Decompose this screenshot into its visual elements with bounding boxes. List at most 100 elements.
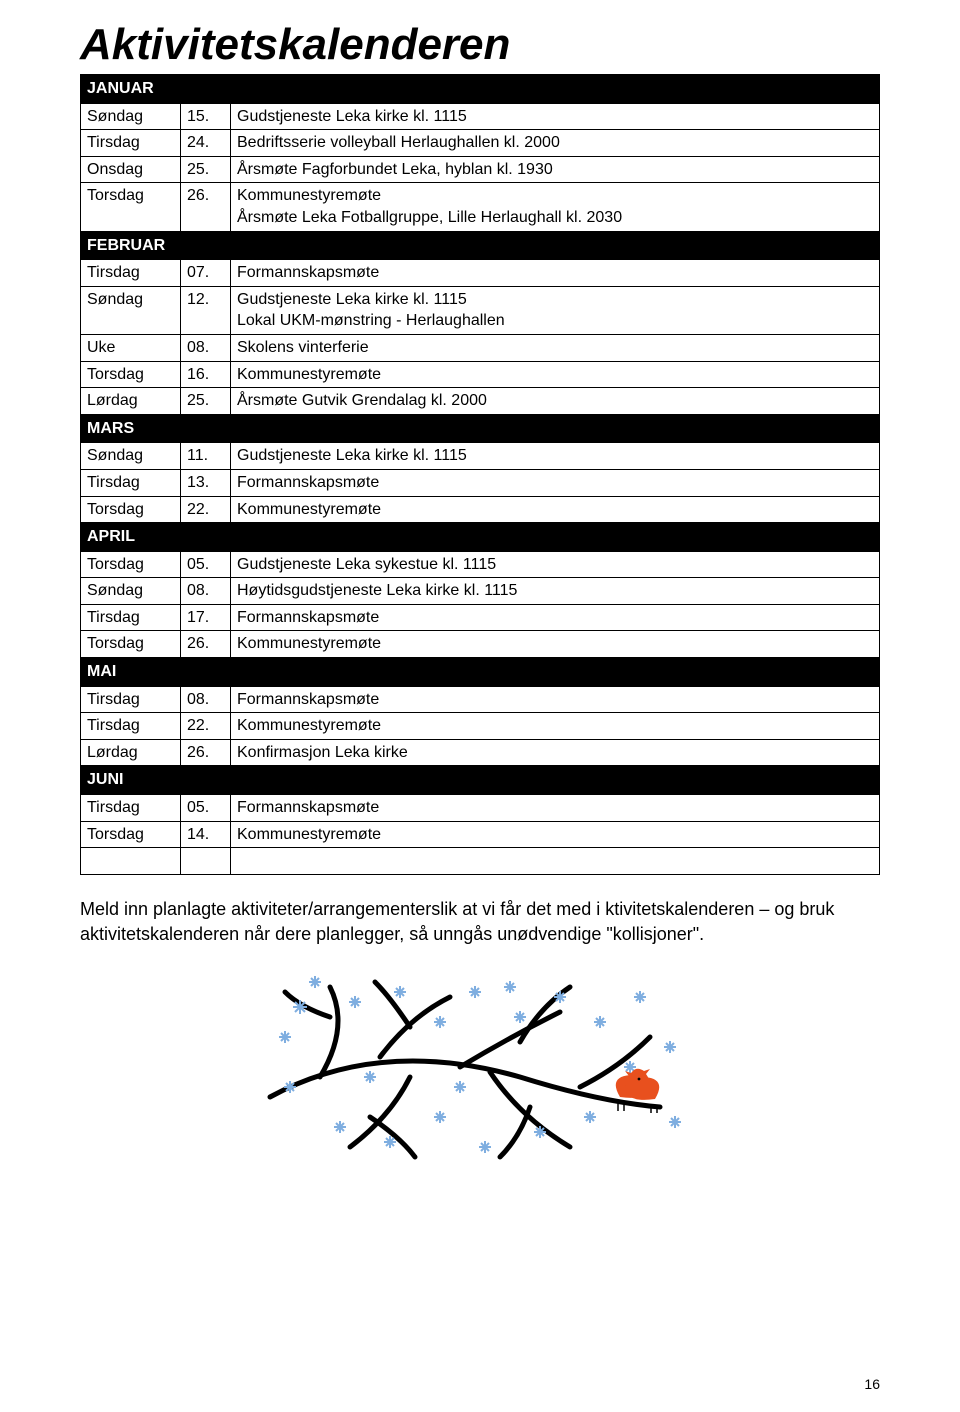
cell-date: 24. <box>181 130 231 157</box>
month-header: JANUAR <box>81 75 880 104</box>
cell-desc: Konfirmasjon Leka kirke <box>231 739 880 766</box>
cell-desc: Årsmøte Fagforbundet Leka, hyblan kl. 19… <box>231 156 880 183</box>
table-row: Tirsdag05.Formannskapsmøte <box>81 795 880 822</box>
table-row: Tirsdag22.Kommunestyremøte <box>81 713 880 740</box>
cell-date: 25. <box>181 156 231 183</box>
table-row: Tirsdag08.Formannskapsmøte <box>81 686 880 713</box>
table-row: Søndag15.Gudstjeneste Leka kirke kl. 111… <box>81 103 880 130</box>
cell-date: 05. <box>181 551 231 578</box>
cell-desc: Gudstjeneste Leka kirke kl. 1115 <box>231 103 880 130</box>
cell-date: 12. <box>181 286 231 334</box>
cell-day: Tirsdag <box>81 713 181 740</box>
cell-date: 22. <box>181 496 231 523</box>
table-row: Torsdag22.Kommunestyremøte <box>81 496 880 523</box>
cell-date: 08. <box>181 334 231 361</box>
cell-desc: Kommunestyremøte <box>231 361 880 388</box>
cell-date: 15. <box>181 103 231 130</box>
cell-date: 05. <box>181 795 231 822</box>
cell-day: Torsdag <box>81 496 181 523</box>
table-row: Søndag08.Høytidsgudstjeneste Leka kirke … <box>81 578 880 605</box>
cell-date: 26. <box>181 183 231 231</box>
cell-day: Uke <box>81 334 181 361</box>
cell-date: 08. <box>181 578 231 605</box>
table-row: Søndag12.Gudstjeneste Leka kirke kl. 111… <box>81 286 880 334</box>
cell-desc: KommunestyremøteÅrsmøte Leka Fotballgrup… <box>231 183 880 231</box>
cell-desc <box>231 848 880 875</box>
cell-desc: Kommunestyremøte <box>231 496 880 523</box>
cell-date: 16. <box>181 361 231 388</box>
cell-day: Søndag <box>81 443 181 470</box>
table-row: Torsdag05.Gudstjeneste Leka sykestue kl.… <box>81 551 880 578</box>
table-row: Onsdag25.Årsmøte Fagforbundet Leka, hybl… <box>81 156 880 183</box>
month-name: MARS <box>81 414 880 443</box>
cell-day: Onsdag <box>81 156 181 183</box>
cell-date: 14. <box>181 821 231 848</box>
table-row: Tirsdag07.Formannskapsmøte <box>81 260 880 287</box>
month-name: JUNI <box>81 766 880 795</box>
cell-day: Tirsdag <box>81 469 181 496</box>
cell-date: 25. <box>181 388 231 415</box>
calendar-table: JANUARSøndag15.Gudstjeneste Leka kirke k… <box>80 74 880 875</box>
cell-desc: Formannskapsmøte <box>231 686 880 713</box>
cell-date: 17. <box>181 604 231 631</box>
table-row: Uke08.Skolens vinterferie <box>81 334 880 361</box>
cell-desc: Kommunestyremøte <box>231 713 880 740</box>
cell-date: 08. <box>181 686 231 713</box>
page-number: 16 <box>864 1376 880 1392</box>
cell-day: Torsdag <box>81 821 181 848</box>
table-row: Torsdag14.Kommunestyremøte <box>81 821 880 848</box>
cell-desc: Formannskapsmøte <box>231 260 880 287</box>
cell-day: Torsdag <box>81 361 181 388</box>
month-header: MARS <box>81 414 880 443</box>
cell-desc: Gudstjeneste Leka kirke kl. 1115 <box>231 443 880 470</box>
cell-day <box>81 848 181 875</box>
cell-desc: Årsmøte Gutvik Grendalag kl. 2000 <box>231 388 880 415</box>
cell-date: 13. <box>181 469 231 496</box>
page-title: Aktivitetskalenderen <box>80 20 880 70</box>
table-row: Tirsdag17.Formannskapsmøte <box>81 604 880 631</box>
month-header: MAI <box>81 658 880 687</box>
footer-note: Meld inn planlagte aktiviteter/arrangeme… <box>80 897 880 947</box>
cell-day: Lørdag <box>81 739 181 766</box>
table-row: Torsdag16.Kommunestyremøte <box>81 361 880 388</box>
cell-day: Torsdag <box>81 551 181 578</box>
table-row: Torsdag26.Kommunestyremøte <box>81 631 880 658</box>
month-header: FEBRUAR <box>81 231 880 260</box>
table-row: Lørdag26.Konfirmasjon Leka kirke <box>81 739 880 766</box>
cell-desc: Bedriftsserie volleyball Herlaughallen k… <box>231 130 880 157</box>
table-row: Lørdag25.Årsmøte Gutvik Grendalag kl. 20… <box>81 388 880 415</box>
cell-day: Tirsdag <box>81 260 181 287</box>
table-row: Torsdag26.KommunestyremøteÅrsmøte Leka F… <box>81 183 880 231</box>
cell-date: 26. <box>181 739 231 766</box>
cell-desc: Kommunestyremøte <box>231 631 880 658</box>
cell-desc: Kommunestyremøte <box>231 821 880 848</box>
cell-day: Tirsdag <box>81 795 181 822</box>
branch-illustration <box>260 967 700 1167</box>
cell-date: 26. <box>181 631 231 658</box>
cell-date: 22. <box>181 713 231 740</box>
month-name: JANUAR <box>81 75 880 104</box>
month-name: APRIL <box>81 523 880 552</box>
cell-date: 07. <box>181 260 231 287</box>
cell-desc: Gudstjeneste Leka sykestue kl. 1115 <box>231 551 880 578</box>
cell-day: Søndag <box>81 578 181 605</box>
table-row: Tirsdag13.Formannskapsmøte <box>81 469 880 496</box>
cell-desc: Formannskapsmøte <box>231 604 880 631</box>
cell-desc: Skolens vinterferie <box>231 334 880 361</box>
cell-day: Tirsdag <box>81 604 181 631</box>
table-row: Søndag11.Gudstjeneste Leka kirke kl. 111… <box>81 443 880 470</box>
cell-day: Lørdag <box>81 388 181 415</box>
table-row <box>81 848 880 875</box>
cell-desc: Høytidsgudstjeneste Leka kirke kl. 1115 <box>231 578 880 605</box>
cell-day: Søndag <box>81 103 181 130</box>
cell-date: 11. <box>181 443 231 470</box>
month-name: MAI <box>81 658 880 687</box>
cell-desc: Formannskapsmøte <box>231 469 880 496</box>
table-row: Tirsdag24.Bedriftsserie volleyball Herla… <box>81 130 880 157</box>
cell-date <box>181 848 231 875</box>
cell-day: Søndag <box>81 286 181 334</box>
cell-day: Tirsdag <box>81 686 181 713</box>
month-name: FEBRUAR <box>81 231 880 260</box>
cell-desc: Gudstjeneste Leka kirke kl. 1115Lokal UK… <box>231 286 880 334</box>
cell-day: Torsdag <box>81 183 181 231</box>
